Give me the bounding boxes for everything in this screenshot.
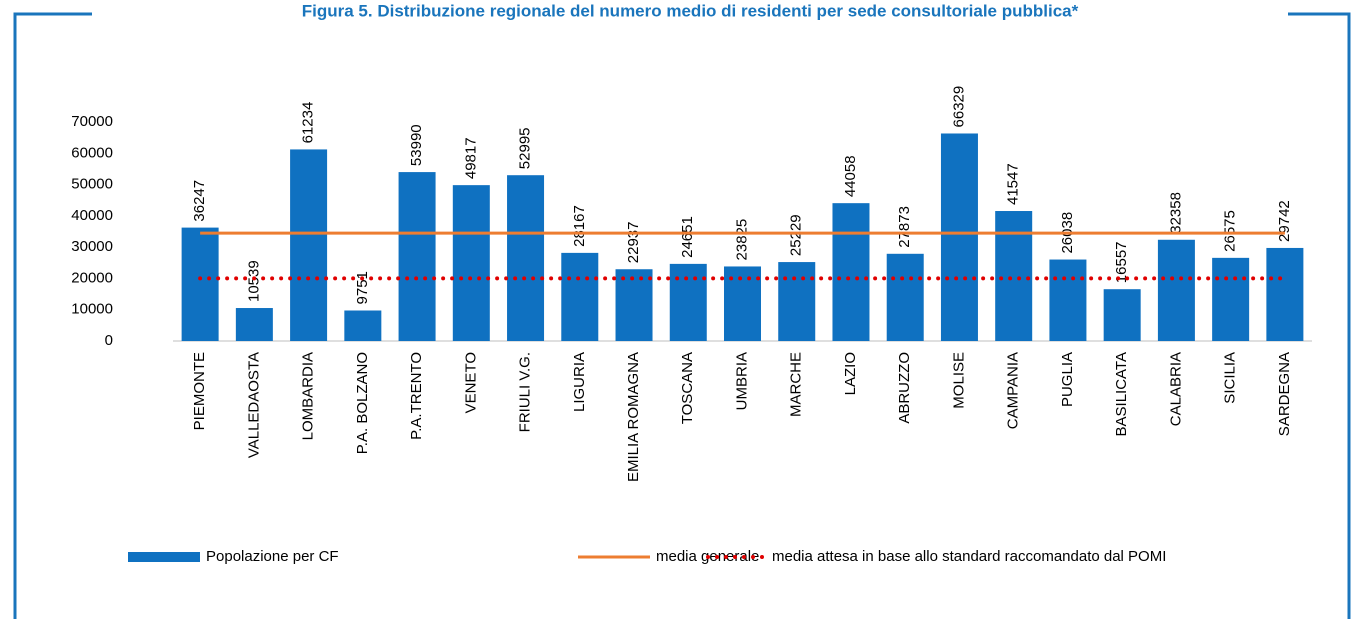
bar [1212,257,1250,341]
x-tick-label: P.A. BOLZANO [354,352,371,454]
title-background [92,0,1288,26]
bar [452,185,490,341]
bar [290,149,328,341]
bar [886,253,924,341]
x-tick-label: MOLISE [950,352,967,409]
bar [669,263,707,341]
x-tick-label: ABRUZZO [896,352,913,424]
data-label: 24651 [679,216,696,258]
data-label: 27873 [896,206,913,248]
x-tick-label: UMBRIA [733,352,750,410]
bar [398,172,436,341]
x-tick-label: PIEMONTE [191,352,208,430]
data-label: 29742 [1276,200,1293,242]
y-tick-label: 0 [105,332,113,349]
bar [235,308,273,341]
x-tick-label: CALABRIA [1167,352,1184,426]
bar [778,262,816,341]
x-tick-label: LIGURIA [571,352,588,412]
data-label: 61234 [300,102,317,144]
bar [1049,259,1087,341]
data-label: 9751 [354,271,371,304]
bar [344,310,382,341]
y-tick-label: 20000 [71,269,113,286]
bar [1266,247,1304,341]
bar [507,175,545,341]
x-tick-label: FRIULI V.G. [517,352,534,432]
y-tick-label: 70000 [71,113,113,130]
chart-title: Figura 5. Distribuzione regionale del nu… [302,1,1079,20]
y-tick-label: 50000 [71,176,113,193]
data-label: 66329 [950,86,967,128]
bar [181,227,219,341]
y-tick-label: 60000 [71,144,113,161]
bar [940,133,978,341]
x-tick-label: BASILICATA [1113,352,1130,436]
data-label: 36247 [191,180,208,222]
data-label: 49817 [462,137,479,179]
data-label: 52995 [517,127,534,169]
legend-label: Popolazione per CF [206,548,339,565]
x-tick-label: LAZIO [842,352,859,395]
data-label: 44058 [842,155,859,197]
x-tick-label: TOSCANA [679,352,696,424]
bar [561,252,599,341]
legend-swatch [128,552,200,562]
bar [1157,239,1195,341]
y-tick-label: 40000 [71,207,113,224]
x-tick-label: VALLEDAOSTA [245,352,262,458]
y-tick-label: 10000 [71,301,113,318]
data-label: 41547 [1005,163,1022,205]
y-tick-label: 30000 [71,238,113,255]
x-tick-label: PUGLIA [1059,352,1076,407]
data-label: 26575 [1222,210,1239,252]
data-label: 28167 [571,205,588,247]
bar [832,203,870,341]
x-tick-label: P.A.TRENTO [408,352,425,440]
data-label: 23825 [733,219,750,261]
x-tick-label: LOMBARDIA [300,352,317,440]
x-tick-label: SICILIA [1222,352,1239,404]
x-tick-label: CAMPANIA [1005,352,1022,429]
bar [995,211,1033,341]
legend-label: media attesa in base allo standard racco… [772,548,1166,565]
x-tick-label: EMILIA ROMAGNA [625,352,642,482]
data-label: 10539 [245,260,262,302]
x-tick-label: SARDEGNA [1276,352,1293,436]
data-label: 25229 [788,214,805,256]
data-label: 16557 [1113,241,1130,283]
bar [615,269,653,341]
data-label: 32358 [1167,192,1184,234]
x-tick-label: MARCHE [788,352,805,417]
data-label: 53990 [408,124,425,166]
data-label: 22937 [625,222,642,264]
x-tick-label: VENETO [462,352,479,413]
bar [1103,289,1141,341]
